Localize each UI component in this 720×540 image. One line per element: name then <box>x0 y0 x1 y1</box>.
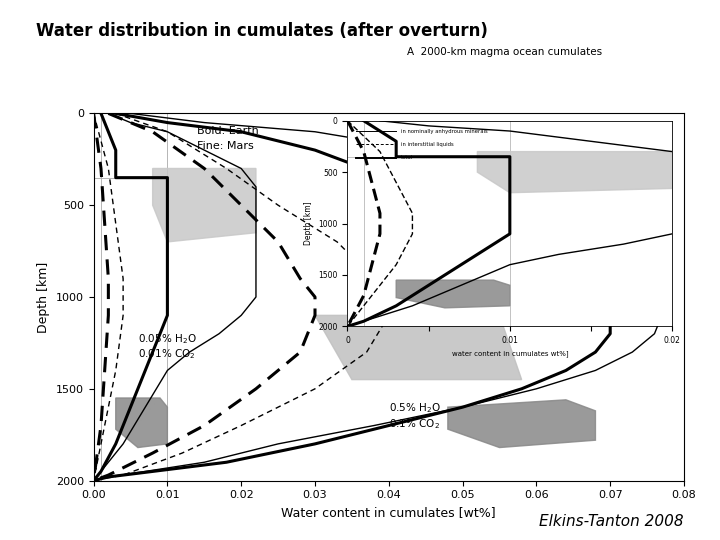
Text: 0.05% H$_2$O
0.01% CO$_2$: 0.05% H$_2$O 0.01% CO$_2$ <box>138 332 197 361</box>
Polygon shape <box>448 400 595 448</box>
Text: Bold: Earth: Bold: Earth <box>197 126 258 136</box>
Text: Elkins-Tanton 2008: Elkins-Tanton 2008 <box>539 514 684 529</box>
Polygon shape <box>153 168 256 242</box>
X-axis label: Water content in cumulates [wt%]: Water content in cumulates [wt%] <box>282 506 496 519</box>
Text: 0.5% H$_2$O
0.1% CO$_2$: 0.5% H$_2$O 0.1% CO$_2$ <box>389 402 441 431</box>
Text: A  2000-km magma ocean cumulates: A 2000-km magma ocean cumulates <box>407 46 602 57</box>
Y-axis label: Depth [km]: Depth [km] <box>37 261 50 333</box>
Polygon shape <box>315 315 521 380</box>
Text: Fine: Mars: Fine: Mars <box>197 141 253 151</box>
Polygon shape <box>116 398 167 448</box>
Text: Water distribution in cumulates (after overturn): Water distribution in cumulates (after o… <box>36 22 488 39</box>
